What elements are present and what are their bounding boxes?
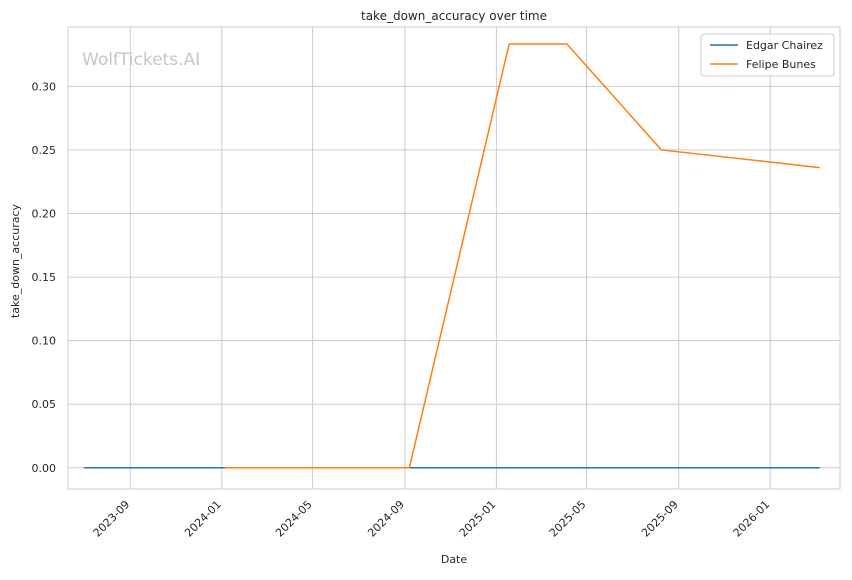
x-tick-label: 2024-05 xyxy=(273,498,315,540)
plot-area xyxy=(67,26,841,490)
x-tick-label: 2024-09 xyxy=(365,498,407,540)
y-tick-labels: 0.00 0.05 0.10 0.15 0.20 0.25 0.30 xyxy=(32,80,57,474)
y-tick-label: 0.15 xyxy=(32,271,57,284)
x-tick-labels: 2023-09 2024-01 2024-05 2024-09 2025-01 2025-… xyxy=(91,498,773,540)
y-tick-label: 0.20 xyxy=(32,208,57,221)
grid-lines xyxy=(68,27,840,489)
x-axis-label: Date xyxy=(441,553,468,566)
y-tick-label: 0.30 xyxy=(32,80,57,93)
x-tick-label: 2026-01 xyxy=(731,498,773,540)
watermark: WolfTickets.AI xyxy=(82,50,200,70)
x-tick-label: 2023-09 xyxy=(91,498,133,540)
x-tick-label: 2025-01 xyxy=(457,498,499,540)
y-tick-label: 0.00 xyxy=(32,462,57,475)
x-tick-label: 2025-09 xyxy=(639,498,681,540)
x-tick-label: 2025-05 xyxy=(547,498,589,540)
series-lines xyxy=(83,43,820,469)
series-line-felipe-bunes xyxy=(224,43,820,469)
y-tick-label: 0.05 xyxy=(32,398,57,411)
legend-label-felipe-bunes: Felipe Bunes xyxy=(746,58,816,71)
y-tick-label: 0.25 xyxy=(32,144,57,157)
legend: Edgar Chairez Felipe Bunes xyxy=(700,33,835,77)
y-axis-label: take_down_accuracy xyxy=(9,203,22,318)
chart-title: take_down_accuracy over time xyxy=(361,9,547,23)
y-tick-label: 0.10 xyxy=(32,335,57,348)
x-tick-label: 2024-01 xyxy=(182,498,224,540)
legend-label-edgar-chairez: Edgar Chairez xyxy=(746,39,823,52)
